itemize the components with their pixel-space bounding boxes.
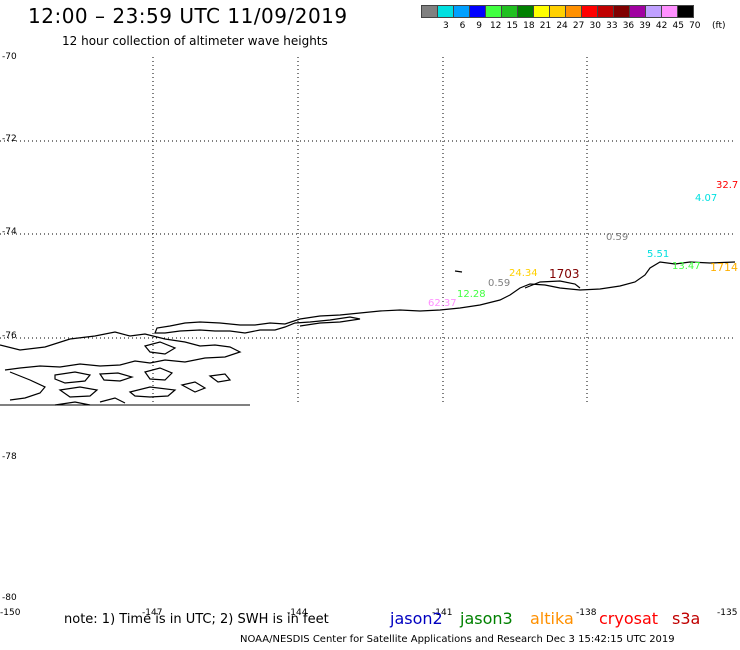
scale-label: 27 bbox=[572, 21, 585, 31]
scale-label: 45 bbox=[672, 21, 684, 31]
scale-label: 21 bbox=[539, 21, 552, 31]
scale-unit: (ft) bbox=[712, 21, 726, 31]
scale-label: 6 bbox=[459, 21, 466, 31]
scale-label: 70 bbox=[689, 21, 701, 31]
scale-label: 36 bbox=[622, 21, 635, 31]
scale-label: 24 bbox=[556, 21, 568, 31]
wave-value: 62.37 bbox=[428, 298, 457, 309]
lon-label: -138 bbox=[576, 608, 597, 618]
wave-value: 0.59 bbox=[606, 232, 629, 243]
wave-value: 1714 bbox=[710, 261, 738, 274]
lon-label: -135 bbox=[717, 608, 738, 618]
scale-label: 3 bbox=[443, 21, 449, 31]
color-scale-labels: 3 6 9 12 15 18 21 24 27 30 33 36 39 42 45 70 bbox=[421, 21, 703, 31]
scale-label: 18 bbox=[523, 21, 535, 31]
lat-label: -70 bbox=[2, 52, 17, 62]
map-subtitle: 12 hour collection of altimeter wave hei… bbox=[62, 34, 328, 48]
satellite-s3a: s3a bbox=[672, 609, 701, 628]
satellite-jason2: jason2 bbox=[390, 609, 443, 628]
wave-value: 5.51 bbox=[647, 249, 670, 260]
satellite-jason3: jason3 bbox=[460, 609, 513, 628]
wave-value: 24.34 bbox=[509, 268, 538, 279]
coastline bbox=[0, 261, 736, 406]
grid-lines bbox=[0, 57, 735, 405]
wave-value: 32.7 bbox=[716, 180, 739, 191]
wave-value: 1703 bbox=[549, 267, 580, 281]
lat-label: -76 bbox=[2, 331, 17, 341]
lat-label: -78 bbox=[2, 452, 17, 462]
satellite-altika: altika bbox=[530, 609, 574, 628]
color-scale bbox=[421, 5, 694, 18]
satellite-cryosat: cryosat bbox=[599, 609, 659, 628]
credit-line: NOAA/NESDIS Center for Satellite Applica… bbox=[240, 634, 675, 645]
wave-value: 0.59 bbox=[488, 278, 511, 289]
wave-value: 12.28 bbox=[457, 289, 486, 300]
lon-label: -150 bbox=[0, 608, 21, 618]
lon-label: -144 bbox=[287, 608, 308, 618]
scale-swatch bbox=[677, 5, 694, 18]
scale-label: 12 bbox=[489, 21, 502, 31]
lat-label: -72 bbox=[2, 134, 17, 144]
scale-label: 33 bbox=[606, 21, 618, 31]
note-text: note: 1) Time is in UTC; 2) SWH is in fe… bbox=[64, 612, 329, 627]
lon-label: -141 bbox=[432, 608, 453, 618]
scale-label: 15 bbox=[506, 21, 518, 31]
lat-label: -80 bbox=[2, 593, 17, 603]
wave-value: 4.07 bbox=[695, 193, 718, 204]
scale-label: 42 bbox=[655, 21, 668, 31]
map-title: 12:00 – 23:59 UTC 11/09/2019 bbox=[28, 4, 348, 28]
scale-label: 30 bbox=[589, 21, 601, 31]
lon-label: -147 bbox=[142, 608, 163, 618]
scale-label: 9 bbox=[476, 21, 482, 31]
lat-label: -74 bbox=[2, 227, 17, 237]
scale-label: 39 bbox=[639, 21, 651, 31]
wave-value: 13.47 bbox=[672, 261, 701, 272]
